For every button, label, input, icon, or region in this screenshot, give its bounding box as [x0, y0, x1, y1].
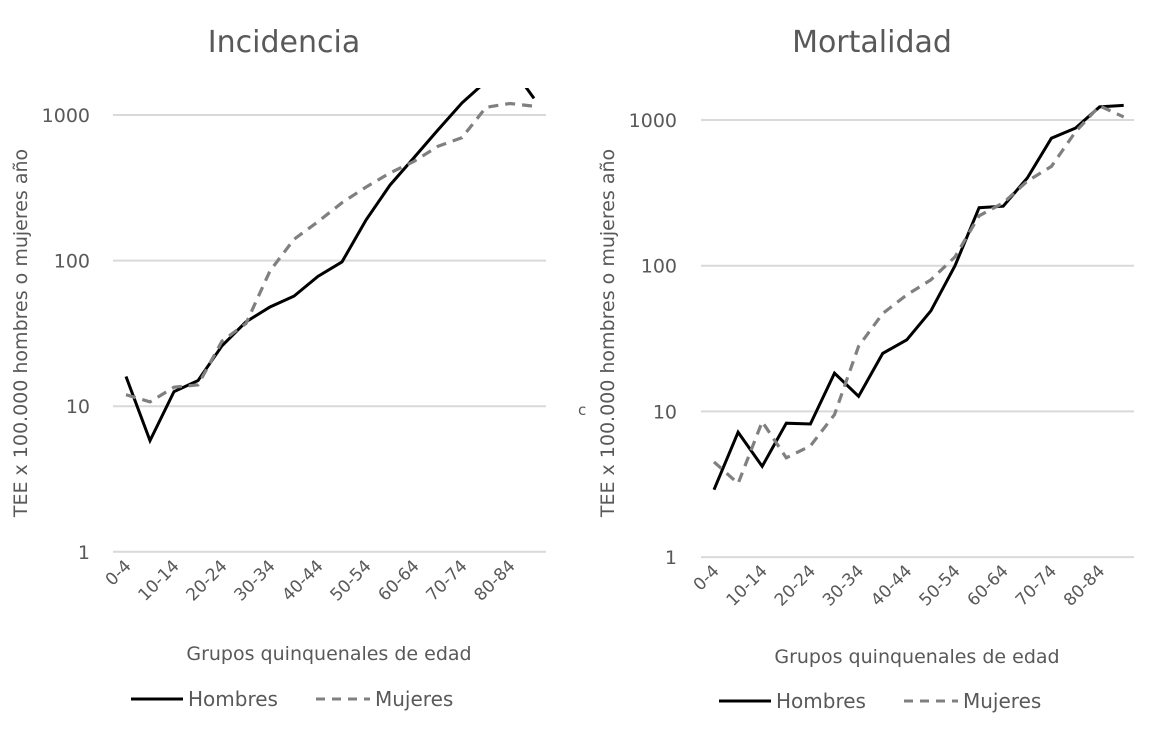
- y-tick-label: 1: [78, 542, 90, 564]
- legend-label-hombres: Hombres: [188, 687, 278, 711]
- series-line-mujeres: [712, 103, 1125, 487]
- y-tick-labels: 1 10 100 1000: [629, 110, 677, 569]
- y-tick-label: 10: [653, 401, 677, 423]
- y-tick-label: 10: [66, 396, 90, 418]
- y-tick-label: 1: [665, 547, 677, 569]
- chart-mortalidad: Mortalidad 1 10 100 1000 TEE x 100.000 homb…: [597, 25, 1134, 713]
- x-tick-label: 50-54: [326, 556, 375, 605]
- series-line-hombres: [124, 88, 536, 445]
- y-tick-label: 1000: [42, 105, 90, 127]
- x-tick-label: 60-64: [374, 556, 423, 605]
- series-group: [124, 88, 536, 445]
- y-axis-label: TEE x 100.000 hombres o mujeres año: [597, 149, 619, 518]
- x-tick-label: 30-34: [819, 561, 868, 610]
- x-tick-label: 0-4: [690, 561, 724, 595]
- x-tick-labels: 0-410-1420-2430-3440-4450-5460-6470-7480…: [102, 556, 520, 605]
- x-tick-label: 30-34: [230, 556, 279, 605]
- series-line-mujeres: [125, 101, 535, 404]
- x-tick-label: 80-84: [1060, 561, 1109, 610]
- gridlines: [113, 114, 546, 553]
- legend-label-mujeres: Mujeres: [375, 687, 453, 711]
- x-axis-label: Grupos quinquenales de edad: [186, 643, 471, 665]
- legend: Hombres Mujeres: [719, 689, 1041, 713]
- x-tick-label: 50-54: [915, 561, 964, 610]
- stray-label-fragment: c: [578, 401, 586, 419]
- x-tick-label: 0-4: [102, 556, 136, 590]
- y-axis-label: TEE x 100.000 hombres o mujeres año: [10, 149, 32, 518]
- chart-incidencia: Incidencia 1 10 100 1000 TEE x 100.000 homb…: [10, 25, 546, 711]
- y-tick-label: 100: [641, 256, 677, 278]
- gridlines: [701, 119, 1134, 559]
- legend-label-hombres: Hombres: [776, 689, 866, 713]
- x-tick-label: 40-44: [278, 556, 327, 605]
- x-tick-label: 60-64: [964, 561, 1013, 610]
- y-tick-label: 100: [54, 251, 90, 273]
- x-tick-label: 20-24: [771, 561, 820, 610]
- series-line-hombres: [712, 103, 1124, 491]
- x-axis-label: Grupos quinquenales de edad: [774, 646, 1059, 668]
- chart-title: Mortalidad: [792, 25, 952, 60]
- chart-title: Incidencia: [208, 25, 360, 60]
- legend-label-mujeres: Mujeres: [963, 689, 1041, 713]
- x-tick-label: 70-74: [422, 556, 471, 605]
- y-tick-label: 1000: [629, 110, 677, 132]
- x-tick-label: 10-14: [723, 561, 772, 610]
- x-tick-label: 20-24: [182, 556, 231, 605]
- series-group: [712, 103, 1125, 491]
- x-tick-label: 80-84: [470, 556, 519, 605]
- x-tick-label: 10-14: [134, 556, 183, 605]
- x-tick-label: 70-74: [1012, 561, 1061, 610]
- x-tick-label: 40-44: [867, 561, 916, 610]
- legend: Hombres Mujeres: [131, 687, 453, 711]
- y-tick-labels: 1 10 100 1000: [42, 105, 90, 564]
